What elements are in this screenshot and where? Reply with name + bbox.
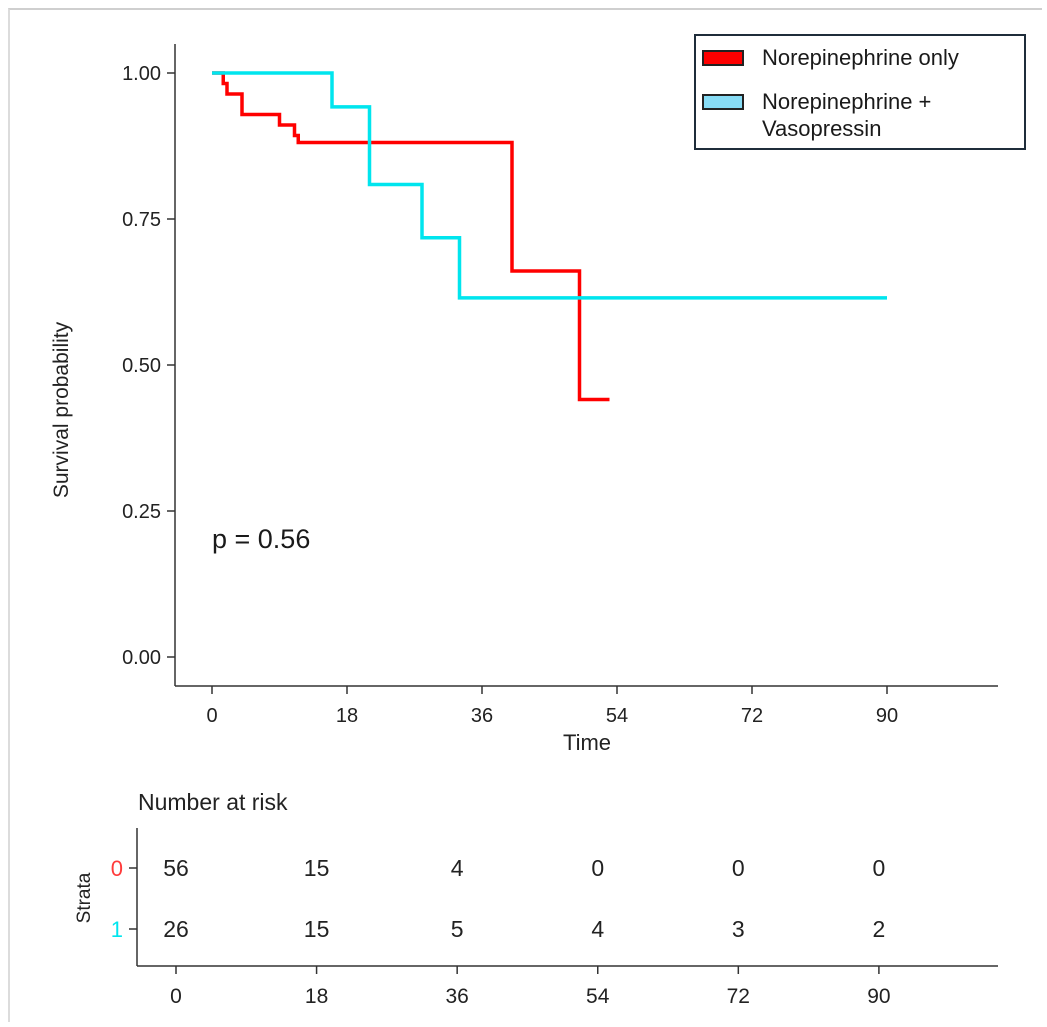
risk-table-cells: 56 15 4 0 0 0 26 15 5 4 3 2 [163,855,885,942]
legend-label: Norepinephrine + Vasopressin [762,89,932,141]
x-tick-label: 72 [741,705,763,727]
legend-swatch-red [702,50,744,66]
legend-swatch-cyan [702,94,744,110]
x-tick-label: 54 [606,705,628,727]
risk-count-cell: 0 [732,855,745,881]
x-axis-label: Time [563,730,611,755]
y-tick-label: 0.75 [122,209,161,231]
chart-frame [8,8,1042,1022]
p-value-annotation: p = 0.56 [212,524,311,554]
survival-curves [212,71,887,402]
y-axis-label: Survival probability [50,321,73,498]
legend-item-norepinephrine-only: Norepinephrine only [702,44,959,71]
risk-table-title: Number at risk [138,789,288,815]
risk-count-cell: 2 [873,916,886,942]
risk-count-cell: 0 [591,855,604,881]
x-tick-label: 0 [206,705,217,727]
risk-stratum-label: 1 [111,917,123,942]
risk-stratum-label: 0 [111,856,123,881]
risk-x-tick-label: 72 [727,985,750,1008]
y-tick-label: 1.00 [122,63,161,85]
risk-count-cell: 5 [451,916,464,942]
risk-count-cell: 15 [304,916,330,942]
y-tick-label: 0.50 [122,355,161,377]
risk-x-tick-label: 36 [445,985,468,1008]
x-tick-label: 18 [336,705,358,727]
legend: Norepinephrine only Norepinephrine + Vas… [694,34,1026,150]
y-tick-label: 0.00 [122,647,161,669]
y-tick-label: 0.25 [122,501,161,523]
risk-x-tick-label: 90 [867,985,890,1008]
legend-item-norepinephrine-vasopressin: Norepinephrine + Vasopressin [702,88,931,142]
risk-x-tick-label: 0 [170,985,182,1008]
risk-x-tick-label: 54 [586,985,610,1008]
x-tick-label: 36 [471,705,493,727]
risk-count-cell: 26 [163,916,189,942]
curve-norepinephrine-only [212,71,610,402]
risk-count-cell: 56 [163,855,189,881]
risk-count-cell: 0 [873,855,886,881]
risk-x-tick-label: 18 [305,985,328,1008]
x-tick-label: 90 [876,705,898,727]
legend-label: Norepinephrine only [762,45,959,70]
risk-count-cell: 4 [591,916,604,942]
risk-count-cell: 3 [732,916,745,942]
curve-norepinephrine-vasopressin [212,71,887,300]
risk-strata-label: Strata [74,872,95,923]
main-axes: 0.00 0.25 0.50 0.75 1.00 0 18 36 54 72 90 [122,44,998,727]
risk-count-cell: 15 [304,855,330,881]
risk-count-cell: 4 [451,855,464,881]
